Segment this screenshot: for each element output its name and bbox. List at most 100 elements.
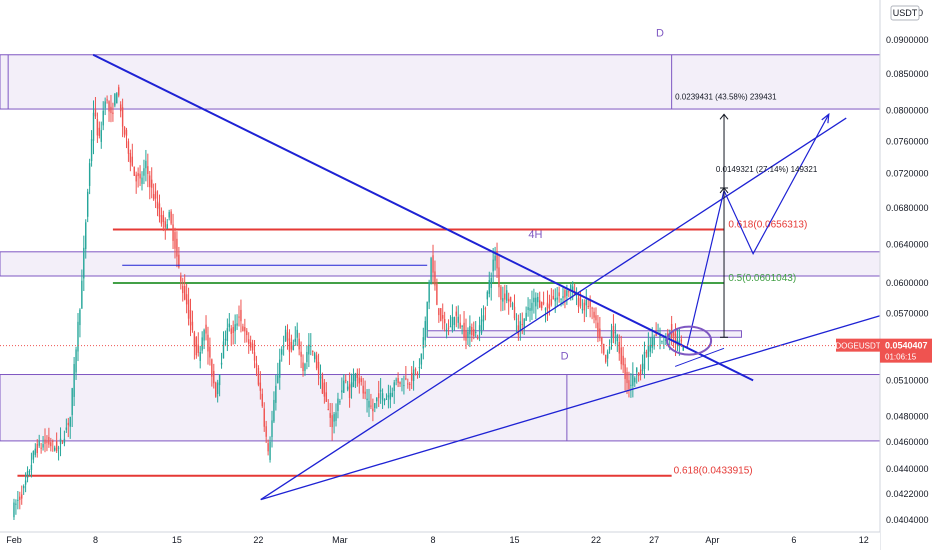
candle-body bbox=[647, 345, 650, 358]
candle-body bbox=[445, 329, 448, 332]
candle-body bbox=[639, 369, 642, 375]
candle-body bbox=[637, 372, 640, 376]
candle-body bbox=[500, 286, 502, 300]
candle-body bbox=[612, 325, 615, 338]
candle-body bbox=[566, 290, 568, 296]
candle-body bbox=[399, 381, 401, 385]
time-axis-bg[interactable] bbox=[0, 532, 880, 550]
candle-body bbox=[226, 328, 229, 341]
candle-body bbox=[655, 333, 657, 336]
candle-body bbox=[511, 303, 514, 307]
candle-body bbox=[568, 291, 570, 293]
price-tag[interactable] bbox=[880, 338, 932, 363]
candle-body bbox=[104, 101, 106, 108]
candle-body bbox=[416, 373, 419, 375]
candle-body bbox=[616, 335, 619, 342]
candle-body bbox=[114, 93, 116, 106]
candle-body bbox=[634, 377, 636, 383]
candle-body bbox=[112, 112, 114, 114]
candle-body bbox=[461, 325, 463, 327]
candle-body bbox=[478, 325, 481, 331]
price-tick-label: 0.0850000 bbox=[886, 69, 929, 79]
candle-body bbox=[329, 413, 331, 418]
candle-body bbox=[641, 363, 644, 372]
trendline[interactable] bbox=[92, 53, 754, 382]
candle-body bbox=[387, 395, 390, 398]
symbol-tag[interactable] bbox=[836, 338, 880, 352]
candle-body bbox=[486, 291, 489, 300]
candle-body bbox=[643, 351, 646, 369]
candle-body bbox=[426, 301, 428, 331]
price-tick-label: 0.0440000 bbox=[886, 464, 929, 474]
candle-body bbox=[504, 293, 506, 300]
candle-body bbox=[63, 438, 66, 444]
candle-body bbox=[579, 295, 582, 306]
candle-body bbox=[61, 440, 64, 442]
candle-body bbox=[459, 322, 461, 328]
candle-body bbox=[381, 393, 384, 400]
candle-body bbox=[133, 166, 135, 176]
zone-box[interactable] bbox=[0, 251, 881, 277]
candle-body bbox=[263, 408, 265, 427]
candle-body bbox=[292, 345, 295, 351]
candle-body bbox=[636, 367, 638, 373]
candle-body bbox=[15, 503, 17, 505]
candle-body bbox=[284, 329, 287, 342]
currency-badge[interactable] bbox=[890, 5, 920, 21]
candle-body bbox=[442, 315, 444, 319]
candle-body bbox=[77, 321, 79, 352]
candle-body bbox=[302, 362, 304, 372]
candle-body bbox=[172, 224, 174, 241]
candle-body bbox=[166, 224, 168, 229]
candle-body bbox=[436, 283, 438, 305]
candle-body bbox=[24, 480, 27, 485]
candle-body bbox=[506, 290, 508, 301]
price-tick-label: 0.0510000 bbox=[886, 375, 929, 385]
candle-body bbox=[211, 359, 213, 377]
candle-body bbox=[519, 321, 522, 332]
candle-body bbox=[110, 106, 112, 114]
candle-body bbox=[88, 163, 91, 186]
trendline[interactable] bbox=[260, 315, 881, 501]
candle-body bbox=[13, 502, 15, 518]
candle-body bbox=[42, 444, 44, 448]
candle-body bbox=[79, 309, 81, 326]
zone-box[interactable] bbox=[0, 374, 881, 442]
candle-body bbox=[527, 307, 529, 310]
candle-body bbox=[374, 403, 376, 409]
candle-body bbox=[50, 442, 52, 447]
price-tick-label: 0.0760000 bbox=[886, 136, 929, 146]
trendline[interactable] bbox=[260, 117, 847, 501]
candle-body bbox=[327, 408, 329, 410]
candle-body bbox=[372, 408, 374, 412]
candle-body bbox=[488, 280, 490, 294]
candle-body bbox=[197, 344, 199, 353]
candle-body bbox=[597, 322, 599, 338]
candle-body bbox=[539, 300, 541, 308]
candle-body bbox=[343, 380, 345, 393]
price-tick-label: 0.0900000 bbox=[886, 35, 929, 45]
price-tick-label: 0.0480000 bbox=[886, 412, 929, 422]
candle-body bbox=[356, 373, 359, 378]
candle-body bbox=[75, 349, 77, 373]
candle-body bbox=[191, 321, 194, 331]
price-tick-label: 0.0404000 bbox=[886, 515, 929, 525]
candle-body bbox=[604, 354, 607, 362]
candle-body bbox=[242, 326, 244, 332]
low-projection-path[interactable] bbox=[674, 347, 725, 367]
candle-body bbox=[85, 222, 87, 249]
candle-body bbox=[46, 441, 48, 443]
candle-body bbox=[509, 297, 512, 302]
projection-path[interactable] bbox=[686, 113, 830, 349]
candle-body bbox=[19, 496, 21, 500]
candle-body bbox=[98, 127, 101, 136]
candle-body bbox=[164, 221, 166, 228]
highlight-circle[interactable] bbox=[666, 325, 713, 356]
price-axis-bg[interactable] bbox=[880, 0, 932, 550]
candle-body bbox=[570, 284, 572, 290]
candle-body bbox=[424, 321, 426, 341]
chart-label: 4H bbox=[528, 229, 542, 241]
candle-body bbox=[531, 302, 533, 311]
